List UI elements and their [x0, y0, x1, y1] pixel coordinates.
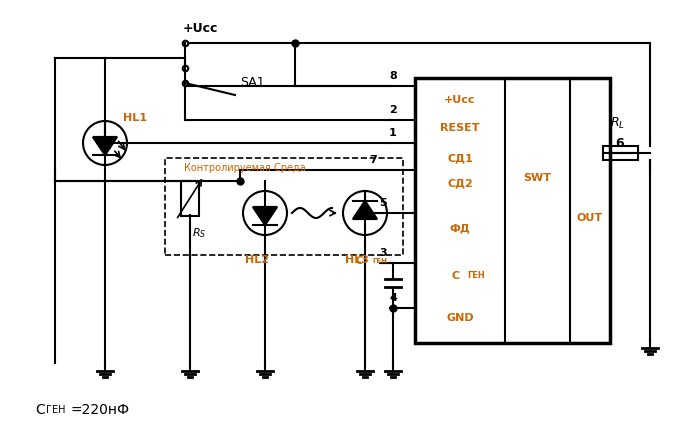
Text: RESET: RESET	[440, 123, 480, 133]
Text: $R_L$: $R_L$	[610, 116, 626, 131]
Text: 6: 6	[615, 137, 624, 150]
Text: С: С	[356, 256, 363, 266]
Text: С: С	[452, 271, 460, 281]
Polygon shape	[253, 207, 277, 225]
Text: 8: 8	[389, 71, 397, 81]
Text: Контролируемая Среда: Контролируемая Среда	[184, 163, 306, 173]
Text: С: С	[35, 403, 45, 417]
Bar	[165, 158, 403, 255]
Text: SA1: SA1	[240, 77, 265, 89]
Text: +Ucc: +Ucc	[182, 22, 218, 35]
Text: ФД: ФД	[449, 223, 470, 233]
Bar	[181, 180, 199, 215]
Text: СД1: СД1	[447, 153, 473, 163]
Text: +Ucc: +Ucc	[444, 95, 476, 105]
Bar	[415, 78, 610, 343]
Text: GND: GND	[446, 313, 474, 323]
Text: 7: 7	[369, 155, 377, 165]
Text: 1: 1	[389, 128, 397, 138]
Text: HL2: HL2	[245, 255, 269, 265]
Polygon shape	[353, 201, 377, 219]
Text: $R_S$: $R_S$	[192, 226, 206, 240]
Text: 2: 2	[389, 105, 397, 115]
Text: 4: 4	[389, 293, 397, 303]
Text: 5: 5	[379, 198, 387, 208]
Text: ГЕН: ГЕН	[467, 272, 484, 280]
Text: 3: 3	[379, 248, 387, 258]
Text: SWT: SWT	[523, 173, 551, 183]
Text: ГЕН: ГЕН	[46, 405, 66, 415]
Text: OUT: OUT	[577, 213, 603, 223]
Text: =220нФ: =220нФ	[70, 403, 129, 417]
Polygon shape	[93, 137, 117, 155]
Text: ГЕН: ГЕН	[372, 258, 387, 264]
Text: HL1: HL1	[123, 113, 147, 123]
Bar	[603, 146, 638, 160]
Text: HL3: HL3	[345, 255, 369, 265]
Text: СД2: СД2	[447, 178, 473, 188]
